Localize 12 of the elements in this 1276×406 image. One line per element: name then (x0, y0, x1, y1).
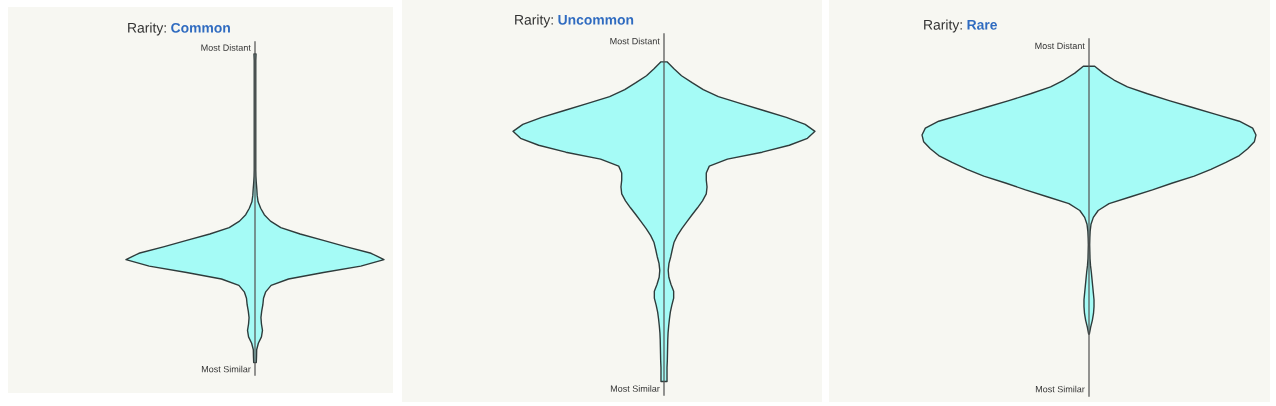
text: Rarity: (515, 14, 553, 28)
y-tick-label: Most Similar (1035, 385, 1085, 393)
y-tick-label: Most Similar (610, 385, 660, 392)
y-tick-label: Most Similar (201, 365, 251, 373)
chart-subtitle: Rare (967, 20, 998, 30)
y-tick-label: Most Distant (610, 37, 660, 45)
text: Rarity: (924, 19, 962, 33)
y-tick-label: Most Distant (1035, 42, 1085, 50)
chart-subtitle: Common (171, 22, 230, 33)
y-tick-label: Most Distant (201, 44, 251, 51)
chart-subtitle: Uncommon (558, 15, 634, 25)
chart-title: Rarity: (128, 22, 166, 36)
